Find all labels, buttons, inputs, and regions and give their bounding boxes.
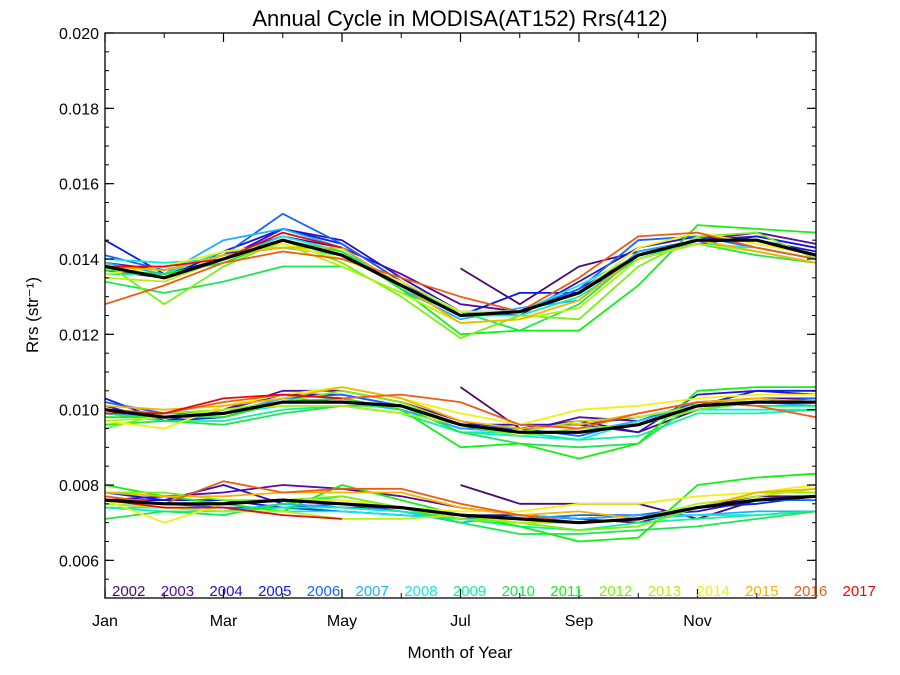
legend-label-2010: 2010 bbox=[502, 583, 535, 600]
legend-label-2002: 2002 bbox=[112, 583, 145, 600]
legend: 2002 2003 2004 2005 2006 2007 2008 2009 2010 2011… bbox=[112, 583, 876, 600]
x-tick-label: Jul bbox=[450, 613, 470, 630]
y-tick-label: 0.016 bbox=[59, 177, 99, 194]
series-line-2012-10 bbox=[104, 231, 817, 340]
series-line-mean-48 bbox=[104, 238, 817, 318]
x-axis-label: Month of Year bbox=[408, 643, 513, 662]
series-line-2010-40 bbox=[104, 495, 817, 535]
y-axis-label: Rrs (str⁻¹) bbox=[23, 277, 42, 353]
series-line-mean-50 bbox=[104, 494, 817, 525]
legend-label-2004: 2004 bbox=[209, 583, 242, 600]
y-tick-label: 0.018 bbox=[59, 101, 99, 118]
legend-label-2011: 2011 bbox=[550, 583, 582, 600]
series-line-2016-14 bbox=[104, 231, 817, 313]
series-line-2011-25 bbox=[105, 386, 816, 460]
x-tick-label: Mar bbox=[210, 613, 238, 630]
series-line-mean-49 bbox=[104, 400, 816, 434]
plot-lines bbox=[104, 212, 817, 543]
legend-label-2005: 2005 bbox=[258, 583, 291, 600]
legend-label-2009: 2009 bbox=[453, 583, 486, 600]
y-tick-label: 0.010 bbox=[59, 403, 99, 420]
x-tick-label: Jan bbox=[92, 613, 118, 630]
legend-label-2003: 2003 bbox=[161, 583, 194, 600]
series-line-2017-47 bbox=[104, 499, 343, 520]
x-tick-label: May bbox=[327, 613, 357, 630]
legend-label-2015: 2015 bbox=[745, 583, 778, 600]
legend-label-2016: 2016 bbox=[794, 583, 827, 600]
legend-label-2012: 2012 bbox=[599, 583, 632, 600]
y-tick-label: 0.012 bbox=[59, 327, 99, 344]
legend-label-2006: 2006 bbox=[307, 583, 340, 600]
legend-label-2007: 2007 bbox=[356, 583, 389, 600]
legend-label-2014: 2014 bbox=[696, 583, 729, 600]
y-tick-label: 0.020 bbox=[59, 26, 99, 43]
x-axis: Jan Mar May Jul Sep Nov bbox=[92, 33, 758, 630]
x-tick-label: Sep bbox=[565, 613, 594, 630]
legend-label-2017: 2017 bbox=[843, 583, 876, 600]
series-line-2016-30 bbox=[104, 393, 817, 430]
chart-title: Annual Cycle in MODISA(AT152) Rrs(412) bbox=[252, 6, 667, 31]
x-tick-label: Nov bbox=[683, 613, 711, 630]
series-line-2015-13 bbox=[104, 239, 817, 324]
series-line-2002-0 bbox=[460, 235, 817, 306]
y-axis: 0.006 0.008 0.010 0.012 0.014 0.016 0.018 0.020 bbox=[59, 26, 816, 580]
y-tick-label: 0.006 bbox=[59, 553, 99, 570]
y-tick-label: 0.008 bbox=[59, 478, 99, 495]
y-tick-label: 0.014 bbox=[59, 252, 99, 269]
legend-label-2013: 2013 bbox=[648, 583, 681, 600]
legend-label-2008: 2008 bbox=[404, 583, 437, 600]
